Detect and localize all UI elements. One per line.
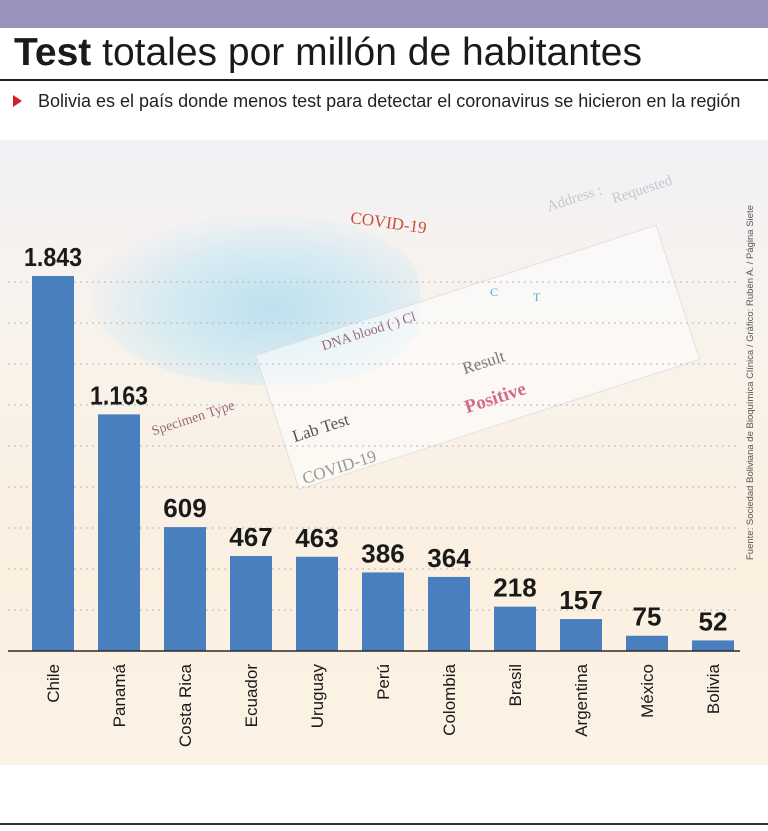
value-label-8: 157 [559,585,602,615]
category-label-9: México [638,664,657,718]
bar-0 [32,276,74,651]
top-color-bar [0,0,768,28]
category-label-5: Perú [374,664,393,700]
value-label-0: 1.843 [24,242,82,272]
category-label-6: Colombia [440,663,459,735]
value-label-5: 386 [361,538,404,568]
category-label-8: Argentina [572,663,591,736]
bar-5 [362,572,404,651]
bullet-triangle-icon [13,95,22,107]
bar-2 [164,527,206,651]
page-title: Test totales por millón de habitantes [14,30,754,76]
bar-8 [560,619,602,651]
title-rest: totales por millón de habitantes [91,31,642,74]
bar-1 [98,414,140,651]
category-label-10: Bolivia [704,663,723,714]
value-label-3: 467 [229,522,272,552]
title-divider [0,79,768,81]
bar-3 [230,555,272,651]
bar-7 [494,606,536,651]
category-label-4: Uruguay [308,664,327,729]
category-label-3: Ecuador [242,664,261,728]
value-label-10: 52 [699,606,728,636]
value-label-7: 218 [493,573,536,603]
category-label-2: Costa Rica [176,663,195,747]
bar-4 [296,556,338,651]
bar-9 [626,635,668,651]
photo-text-t: T [533,290,541,304]
bar-6 [428,576,470,651]
category-label-0: Chile [44,664,63,703]
value-label-6: 364 [427,543,471,573]
footer-divider [0,823,768,825]
title-bold: Test [14,31,92,74]
value-label-2: 609 [163,493,206,523]
bar-10 [692,640,734,651]
subtitle: Bolivia es el país donde menos test para… [38,91,741,111]
value-label-4: 463 [295,523,338,553]
category-label-7: Brasil [506,664,525,707]
value-label-1: 1.163 [90,380,148,410]
category-label-1: Panamá [110,663,129,727]
value-label-9: 75 [633,602,662,632]
photo-text-c: C [490,285,499,299]
